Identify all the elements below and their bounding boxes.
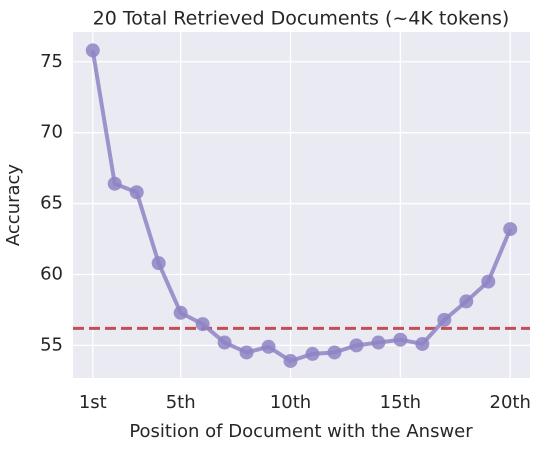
point	[415, 336, 430, 351]
chart-title: 20 Total Retrieved Documents (~4K tokens…	[93, 8, 510, 30]
y-tick-label: 75	[40, 51, 63, 72]
y-tick-label: 70	[40, 122, 63, 143]
y-tick-label: 55	[40, 334, 63, 355]
point	[481, 274, 496, 289]
point	[327, 345, 342, 360]
y-axis-label: Accuracy	[3, 164, 24, 247]
x-tick-label: 20th	[490, 392, 531, 413]
point	[393, 332, 408, 347]
point	[173, 305, 188, 320]
point	[85, 43, 100, 58]
x-tick-label: 15th	[380, 392, 421, 413]
x-tick-label: 1st	[79, 392, 107, 413]
point	[459, 294, 474, 309]
point	[305, 346, 320, 361]
point	[371, 335, 386, 350]
point	[217, 335, 232, 350]
point	[283, 353, 298, 368]
point	[151, 256, 166, 271]
x-axis-label: Position of Document with the Answer	[129, 421, 473, 442]
point	[195, 317, 210, 332]
x-tick-label: 10th	[270, 392, 311, 413]
y-tick-label: 65	[40, 193, 63, 214]
point	[129, 185, 144, 200]
y-tick-label: 60	[40, 263, 63, 284]
point	[437, 312, 452, 327]
point	[239, 345, 254, 360]
point	[261, 339, 276, 354]
point	[349, 338, 364, 353]
x-tick-label: 5th	[166, 392, 196, 413]
point	[107, 176, 122, 191]
grid	[73, 32, 530, 378]
point	[503, 222, 518, 237]
plot-area	[73, 32, 530, 378]
